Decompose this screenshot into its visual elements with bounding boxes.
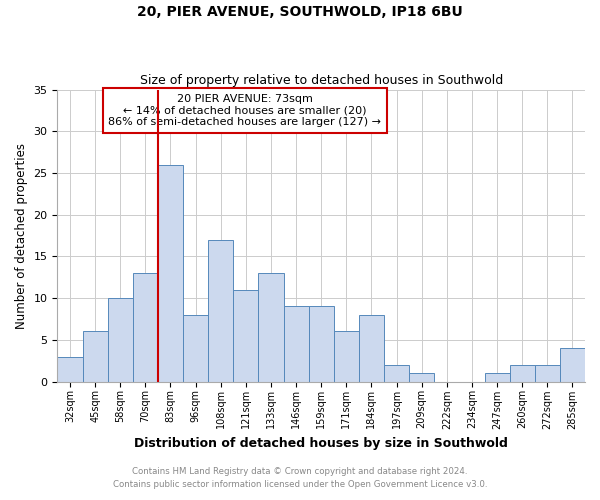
Bar — [183, 315, 208, 382]
Bar — [107, 298, 133, 382]
Bar — [208, 240, 233, 382]
Bar — [83, 332, 107, 382]
Bar — [259, 273, 284, 382]
Text: 20 PIER AVENUE: 73sqm
← 14% of detached houses are smaller (20)
86% of semi-deta: 20 PIER AVENUE: 73sqm ← 14% of detached … — [108, 94, 381, 127]
Bar — [409, 373, 434, 382]
X-axis label: Distribution of detached houses by size in Southwold: Distribution of detached houses by size … — [134, 437, 508, 450]
Bar — [158, 164, 183, 382]
Text: 20, PIER AVENUE, SOUTHWOLD, IP18 6BU: 20, PIER AVENUE, SOUTHWOLD, IP18 6BU — [137, 5, 463, 19]
Bar — [485, 373, 509, 382]
Bar — [284, 306, 308, 382]
Bar — [384, 365, 409, 382]
Bar — [509, 365, 535, 382]
Y-axis label: Number of detached properties: Number of detached properties — [15, 142, 28, 328]
Bar — [560, 348, 585, 382]
Text: Contains HM Land Registry data © Crown copyright and database right 2024.
Contai: Contains HM Land Registry data © Crown c… — [113, 468, 487, 489]
Bar — [308, 306, 334, 382]
Bar — [233, 290, 259, 382]
Bar — [359, 315, 384, 382]
Bar — [58, 356, 83, 382]
Bar — [133, 273, 158, 382]
Bar — [535, 365, 560, 382]
Title: Size of property relative to detached houses in Southwold: Size of property relative to detached ho… — [140, 74, 503, 87]
Bar — [334, 332, 359, 382]
